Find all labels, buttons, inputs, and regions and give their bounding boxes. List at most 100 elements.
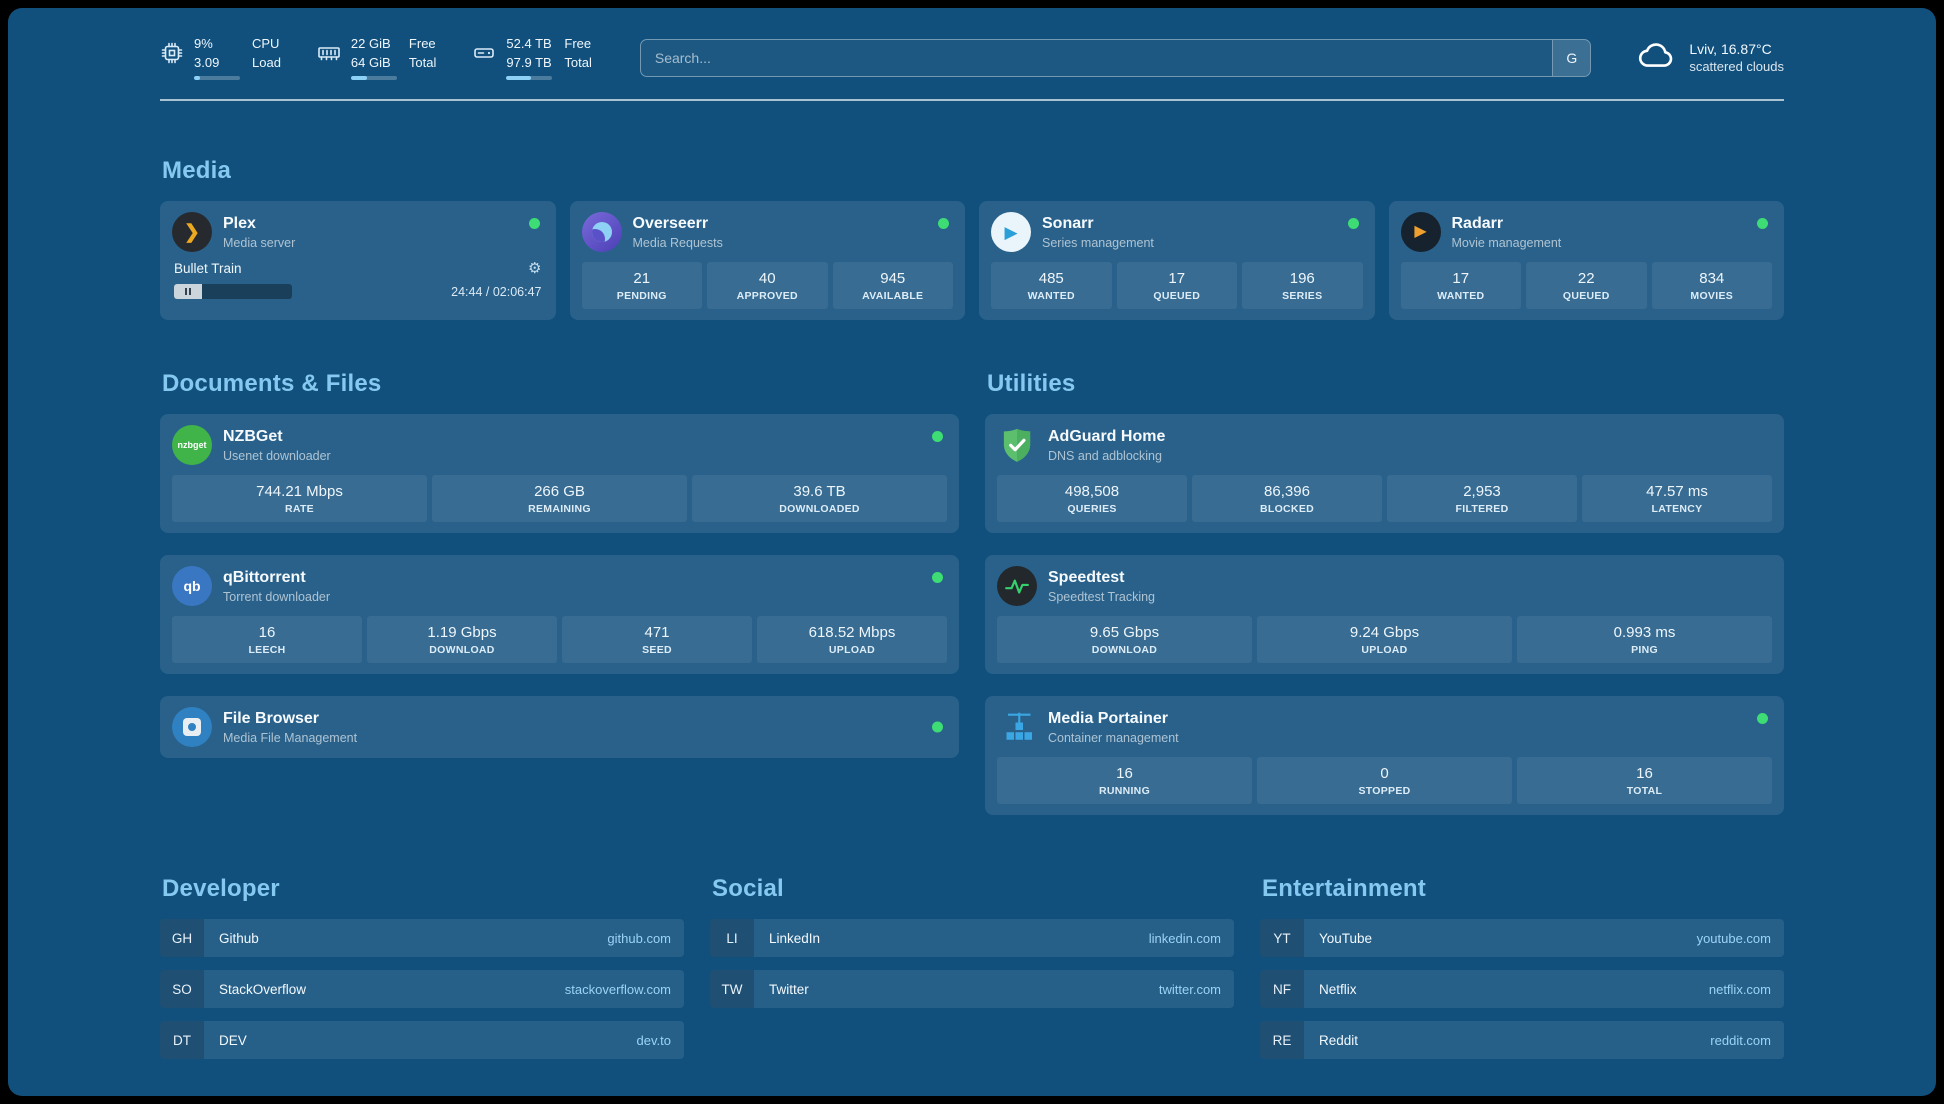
service-card-overseerr[interactable]: Overseerr Media Requests 21 PENDING 40 A… — [569, 201, 965, 320]
playback-time: 24:44 / 02:06:47 — [451, 284, 542, 299]
top-bar: 9% 3.09 CPU Load 22 GiB — [160, 34, 1784, 81]
speedtest-icon — [997, 566, 1037, 606]
bookmark-group-developer: Developer GH Github github.com SO StackO… — [160, 875, 684, 1059]
bookmark-name: DEV — [219, 1032, 247, 1048]
pause-button[interactable] — [174, 284, 202, 299]
stat-series: 196 SERIES — [1242, 262, 1363, 309]
memory-total-value: 64 GiB — [350, 54, 391, 70]
search-bar: G — [639, 38, 1592, 77]
service-name: File Browser — [223, 709, 320, 727]
stat-rate: 744.21 Mbps RATE — [172, 475, 427, 522]
service-name: Overseerr — [632, 214, 709, 232]
service-desc: Container management — [1048, 730, 1179, 745]
bookmark-domain: netflix.com — [1708, 981, 1771, 997]
service-card-nzbget[interactable]: nzbget NZBGet Usenet downloader 744.21 M… — [160, 414, 959, 533]
bookmark-abbr: SO — [160, 970, 204, 1008]
resource-widgets: 9% 3.09 CPU Load 22 GiB — [160, 35, 592, 81]
stat-upload: 9.24 Gbps UPLOAD — [1257, 616, 1512, 663]
cpu-usage-value: 9% — [194, 35, 213, 51]
weather-condition: scattered clouds — [1689, 59, 1784, 74]
search-input[interactable] — [640, 39, 1553, 76]
status-dot — [528, 218, 540, 229]
bookmark-abbr: TW — [710, 970, 754, 1008]
bookmark-youtube[interactable]: YT YouTube youtube.com — [1260, 919, 1784, 957]
disk-free-label: Free — [564, 35, 592, 51]
stat-downloaded: 39.6 TB DOWNLOADED — [692, 475, 947, 522]
service-name: AdGuard Home — [1048, 427, 1166, 445]
service-name: Media Portainer — [1048, 709, 1169, 727]
documents-section-title: Documents & Files — [162, 370, 382, 397]
service-desc: Media server — [223, 235, 296, 250]
portainer-icon — [997, 707, 1037, 747]
memory-icon — [317, 41, 341, 65]
section-utilities: Utilities AdGuard Home — [985, 370, 1784, 815]
bookmark-linkedin[interactable]: LI LinkedIn linkedin.com — [710, 919, 1234, 957]
service-card-filebrowser[interactable]: File Browser Media File Management — [160, 696, 959, 758]
bookmark-name: Twitter — [769, 981, 809, 997]
service-card-portainer[interactable]: Media Portainer Container management 16 … — [985, 696, 1784, 815]
stat-pending: 21 PENDING — [581, 262, 702, 309]
disk-usage-bar — [506, 76, 553, 81]
bookmark-name: Reddit — [1319, 1032, 1359, 1048]
disk-total-label: Total — [564, 54, 592, 70]
stat-available: 945 AVAILABLE — [832, 262, 953, 309]
bookmark-name: Github — [219, 930, 259, 946]
service-desc: Media Requests — [632, 235, 723, 250]
gear-icon[interactable]: ⚙ — [528, 260, 542, 277]
service-card-speedtest[interactable]: Speedtest Speedtest Tracking 9.65 Gbps D… — [985, 555, 1784, 674]
service-card-qbittorrent[interactable]: qb qBittorrent Torrent downloader 16 LEE… — [160, 555, 959, 674]
bookmark-abbr: GH — [160, 919, 204, 957]
disk-widget: 52.4 TB 97.9 TB Free Total — [472, 35, 592, 81]
bookmark-domain: youtube.com — [1696, 930, 1771, 946]
service-card-plex[interactable]: ❯ Plex Media server Bullet Train ⚙ — [160, 201, 556, 320]
stat-queued: 17 QUEUED — [1116, 262, 1237, 309]
bookmark-abbr: RE — [1260, 1021, 1304, 1059]
bookmark-name: StackOverflow — [219, 981, 307, 997]
bookmark-abbr: YT — [1260, 919, 1304, 957]
qbittorrent-icon: qb — [172, 566, 212, 606]
utilities-section-title: Utilities — [987, 370, 1076, 397]
section-media: Media ❯ Plex Media server Bullet Train ⚙ — [160, 157, 1784, 320]
bookmark-twitter[interactable]: TW Twitter twitter.com — [710, 970, 1234, 1008]
stat-wanted: 485 WANTED — [991, 262, 1112, 309]
stat-latency: 47.57 ms LATENCY — [1582, 475, 1772, 522]
media-section-title: Media — [162, 157, 232, 184]
search-provider-button[interactable]: G — [1552, 39, 1591, 76]
stat-download: 9.65 Gbps DOWNLOAD — [997, 616, 1252, 663]
plex-icon: ❯ — [172, 212, 212, 252]
service-card-radarr[interactable]: ▶ Radarr Movie management 17 WANTED 22 Q… — [1388, 201, 1784, 320]
bookmark-name: Netflix — [1319, 981, 1357, 997]
bookmark-stackoverflow[interactable]: SO StackOverflow stackoverflow.com — [160, 970, 684, 1008]
cloud-icon — [1635, 34, 1677, 81]
service-name: NZBGet — [223, 427, 283, 445]
weather-location: Lviv, 16.87°C — [1689, 41, 1772, 57]
status-dot — [1347, 218, 1359, 229]
bookmark-github[interactable]: GH Github github.com — [160, 919, 684, 957]
cpu-icon — [160, 41, 184, 65]
service-desc: Series management — [1042, 235, 1154, 250]
bookmark-domain: reddit.com — [1710, 1032, 1771, 1048]
now-playing-title: Bullet Train — [174, 261, 242, 276]
topbar-divider — [160, 99, 1784, 101]
stat-running: 16 RUNNING — [997, 757, 1252, 804]
bookmark-domain: linkedin.com — [1148, 930, 1221, 946]
bookmark-reddit[interactable]: RE Reddit reddit.com — [1260, 1021, 1784, 1059]
weather-widget: Lviv, 16.87°C scattered clouds — [1635, 34, 1784, 81]
bookmark-dev[interactable]: DT DEV dev.to — [160, 1021, 684, 1059]
stat-total: 16 TOTAL — [1517, 757, 1772, 804]
playback-progress-bar[interactable] — [174, 284, 292, 299]
cpu-load-value: 3.09 — [194, 54, 220, 70]
status-dot — [938, 218, 949, 229]
bookmark-netflix[interactable]: NF Netflix netflix.com — [1260, 970, 1784, 1008]
service-card-sonarr[interactable]: ▶ Sonarr Series management 485 WANTED 17… — [979, 201, 1375, 320]
service-card-adguard[interactable]: AdGuard Home DNS and adblocking 498,508 … — [985, 414, 1784, 533]
service-desc: Usenet downloader — [223, 448, 331, 463]
status-dot — [932, 431, 943, 442]
stat-movies: 834 MOVIES — [1651, 262, 1772, 309]
memory-widget: 22 GiB 64 GiB Free Total — [317, 35, 436, 81]
bookmark-group-social: Social LI LinkedIn linkedin.com TW Twitt… — [710, 875, 1234, 1059]
stat-seed: 471 SEED — [562, 616, 752, 663]
sonarr-icon: ▶ — [991, 212, 1031, 252]
entertainment-group-title: Entertainment — [1262, 875, 1426, 902]
